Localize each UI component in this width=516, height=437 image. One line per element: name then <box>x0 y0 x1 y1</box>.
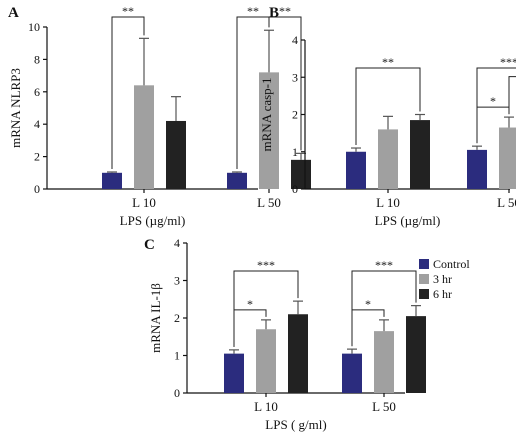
y-axis-label: mRNA IL-1β <box>148 283 163 353</box>
bar-control <box>224 353 244 393</box>
bar-6hr <box>166 120 186 189</box>
panel-label: C <box>144 237 155 253</box>
legend-swatch <box>419 259 429 269</box>
bar-control <box>346 151 366 189</box>
y-tick-label: 6 <box>34 85 40 99</box>
significance-label: *** <box>257 258 275 272</box>
panel-label: B <box>269 5 279 21</box>
significance-label: ** <box>122 4 134 18</box>
bar-control <box>467 149 487 189</box>
legend-label: 6 hr <box>433 287 452 301</box>
significance-label: ** <box>382 55 394 69</box>
x-tick-label: L 10 <box>132 195 156 210</box>
x-tick-label: L 50 <box>372 399 396 414</box>
y-tick-label: 1 <box>292 145 298 159</box>
legend-label: Control <box>433 257 470 271</box>
y-tick-label: 0 <box>292 182 298 196</box>
y-axis-label: mRNA NLRP3 <box>8 68 23 148</box>
panel-label: A <box>8 5 19 21</box>
y-tick-label: 1 <box>174 349 180 363</box>
x-tick-label: L 10 <box>376 195 400 210</box>
significance-bracket <box>351 270 417 347</box>
significance-bracket <box>476 67 516 144</box>
significance-label: ** <box>247 4 259 18</box>
significance-bracket <box>111 16 145 169</box>
x-axis-label: LPS (µg/ml) <box>375 213 441 228</box>
bar-control <box>227 172 247 189</box>
y-tick-label: 8 <box>34 52 40 66</box>
y-tick-label: 4 <box>292 33 298 47</box>
x-axis-label: LPS ( g/ml) <box>265 417 326 432</box>
y-tick-label: 4 <box>34 117 40 131</box>
significance-bracket <box>268 16 302 151</box>
bar-3hr <box>256 329 276 393</box>
legend-label: 3 hr <box>433 272 452 286</box>
bar-control <box>342 353 362 393</box>
y-tick-label: 10 <box>28 20 40 34</box>
y-tick-label: 2 <box>34 150 40 164</box>
bar-3hr <box>259 72 279 189</box>
legend-swatch <box>419 274 429 284</box>
significance-label: * <box>365 297 371 311</box>
y-tick-label: 2 <box>174 311 180 325</box>
significance-bracket <box>355 67 421 146</box>
y-tick-label: 2 <box>292 108 298 122</box>
y-tick-label: 3 <box>292 70 298 84</box>
y-tick-label: 4 <box>174 236 180 250</box>
legend-swatch <box>419 289 429 299</box>
y-axis-label: mRNA casp-1 <box>259 77 274 151</box>
bar-6hr <box>291 159 311 189</box>
bar-3hr <box>499 127 516 189</box>
y-tick-label: 0 <box>174 386 180 400</box>
significance-label: *** <box>500 55 516 69</box>
bar-control <box>102 172 122 189</box>
significance-label: *** <box>375 258 393 272</box>
significance-label: * <box>247 297 253 311</box>
significance-label: ** <box>279 4 291 18</box>
y-tick-label: 0 <box>34 182 40 196</box>
significance-bracket <box>508 76 516 115</box>
x-axis-label: LPS (µg/ml) <box>120 213 186 228</box>
bar-6hr <box>406 316 426 393</box>
bar-6hr <box>410 120 430 189</box>
x-tick-label: L 50 <box>497 195 516 210</box>
significance-label: * <box>490 94 496 108</box>
bar-3hr <box>378 129 398 189</box>
x-tick-label: L 50 <box>257 195 281 210</box>
bar-3hr <box>134 85 154 189</box>
significance-bracket <box>233 270 299 347</box>
x-tick-label: L 10 <box>254 399 278 414</box>
y-tick-label: 3 <box>174 274 180 288</box>
bar-3hr <box>374 331 394 393</box>
bar-6hr <box>288 314 308 393</box>
